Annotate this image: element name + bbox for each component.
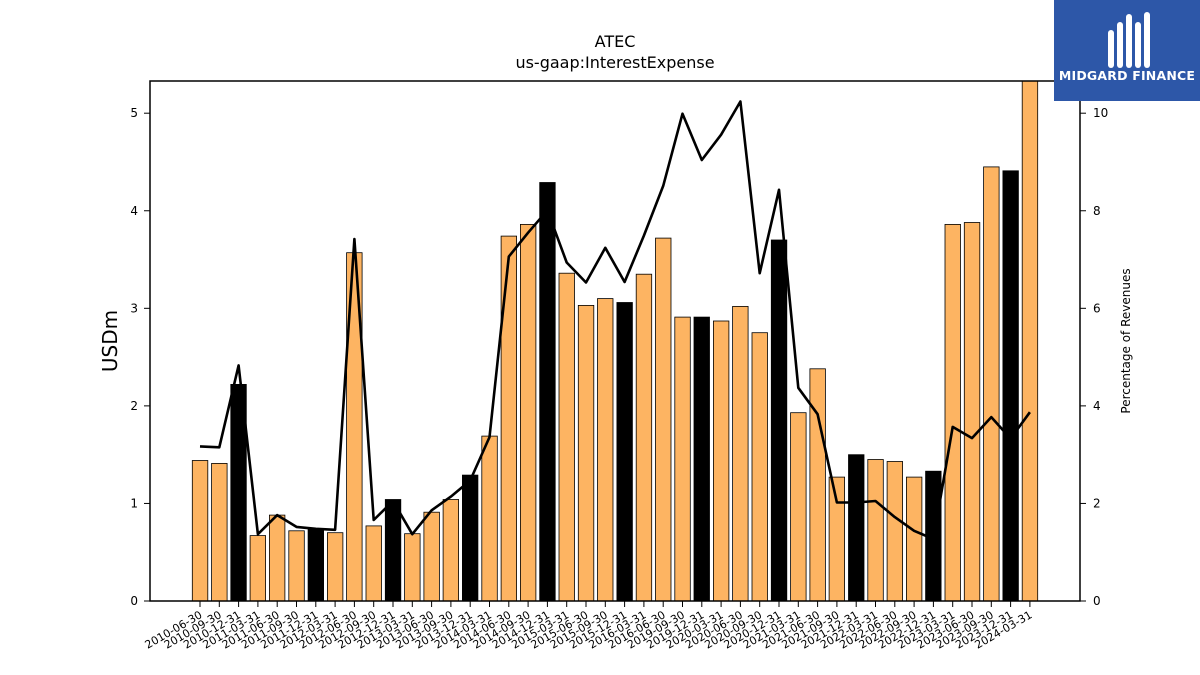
bar-2013-09-30 (442, 499, 460, 602)
bar-2012-12-31 (384, 499, 402, 602)
bar-2021-06-30 (809, 368, 826, 602)
y2-tick-label: 8 (1093, 204, 1101, 218)
bar-2012-09-30 (365, 525, 382, 602)
bar-2014-12-31 (539, 182, 556, 602)
bar-2015-09-30 (597, 298, 614, 602)
bar-2020-12-31 (770, 239, 788, 602)
bar-2011-03-31 (249, 535, 267, 602)
y-tick-label: 3 (130, 301, 138, 315)
bar-2022-09-30 (906, 476, 923, 602)
y2-tick-label: 6 (1093, 301, 1101, 315)
y-tick-label: 1 (130, 496, 138, 510)
y2-axis-label: Percentage of Revenues (1119, 268, 1133, 413)
y2-tick-label: 0 (1093, 594, 1101, 608)
bar-2023-12-31 (1002, 170, 1019, 602)
bar-2023-06-30 (963, 222, 981, 602)
midgard-finance-logo: MIDGARD FINANCE (1054, 0, 1200, 101)
y-axis-label: USDm (98, 310, 122, 372)
bars-layer (191, 80, 1039, 602)
bar-2013-12-31 (461, 474, 479, 602)
bar-2015-06-30 (577, 304, 595, 602)
plot-frame (149, 80, 1081, 602)
bar-2012-03-31 (326, 532, 344, 602)
bar-2011-09-30 (288, 530, 305, 602)
chart-subtitle: us-gaap:InterestExpense (515, 53, 715, 72)
chart-title: ATEC (594, 32, 636, 51)
bar-2024-03-31 (1021, 80, 1039, 602)
bar-2019-12-31 (693, 316, 710, 602)
bar-2014-03-31 (481, 435, 498, 602)
y-tick-label: 2 (130, 399, 138, 413)
bar-2023-03-31 (944, 223, 961, 602)
y-tick-label: 4 (130, 204, 138, 218)
bar-2021-12-31 (848, 454, 865, 602)
bar-2010-06-30 (191, 460, 209, 602)
bar-2023-09-30 (983, 166, 1000, 602)
percentage-line (199, 100, 1031, 541)
y-tick-label: 5 (130, 106, 138, 120)
bar-2010-09-30 (211, 462, 228, 602)
bar-2014-06-30 (500, 235, 518, 602)
y2-tick-label: 2 (1093, 496, 1101, 510)
bar-2015-12-31 (616, 302, 633, 602)
bar-2021-03-31 (790, 412, 807, 602)
bar-2011-06-30 (268, 514, 286, 602)
bar-2020-09-30 (751, 332, 768, 602)
bar-2022-03-31 (867, 459, 884, 602)
bar-2013-03-31 (404, 533, 421, 602)
bar-2020-03-31 (713, 320, 730, 602)
y2-tick-label: 10 (1093, 106, 1108, 120)
axes-layer: 01234502468102010-06-302010-09-302010-12… (130, 106, 1108, 651)
y-tick-label: 0 (130, 594, 138, 608)
logo-text: MIDGARD FINANCE (1058, 68, 1196, 83)
y2-tick-label: 4 (1093, 399, 1101, 413)
bar-2022-06-30 (886, 461, 903, 602)
bar-2011-12-31 (307, 528, 325, 602)
bar-2016-06-30 (655, 237, 672, 602)
bar-2020-06-30 (732, 305, 749, 602)
bar-2016-03-31 (635, 273, 653, 602)
bar-2014-09-30 (520, 223, 537, 602)
bar-2019-09-30 (674, 316, 691, 602)
bar-2013-06-30 (423, 511, 440, 602)
bar-2021-09-30 (828, 476, 845, 602)
bar-2015-03-31 (558, 272, 575, 602)
logo-mark-icon (1108, 12, 1150, 68)
